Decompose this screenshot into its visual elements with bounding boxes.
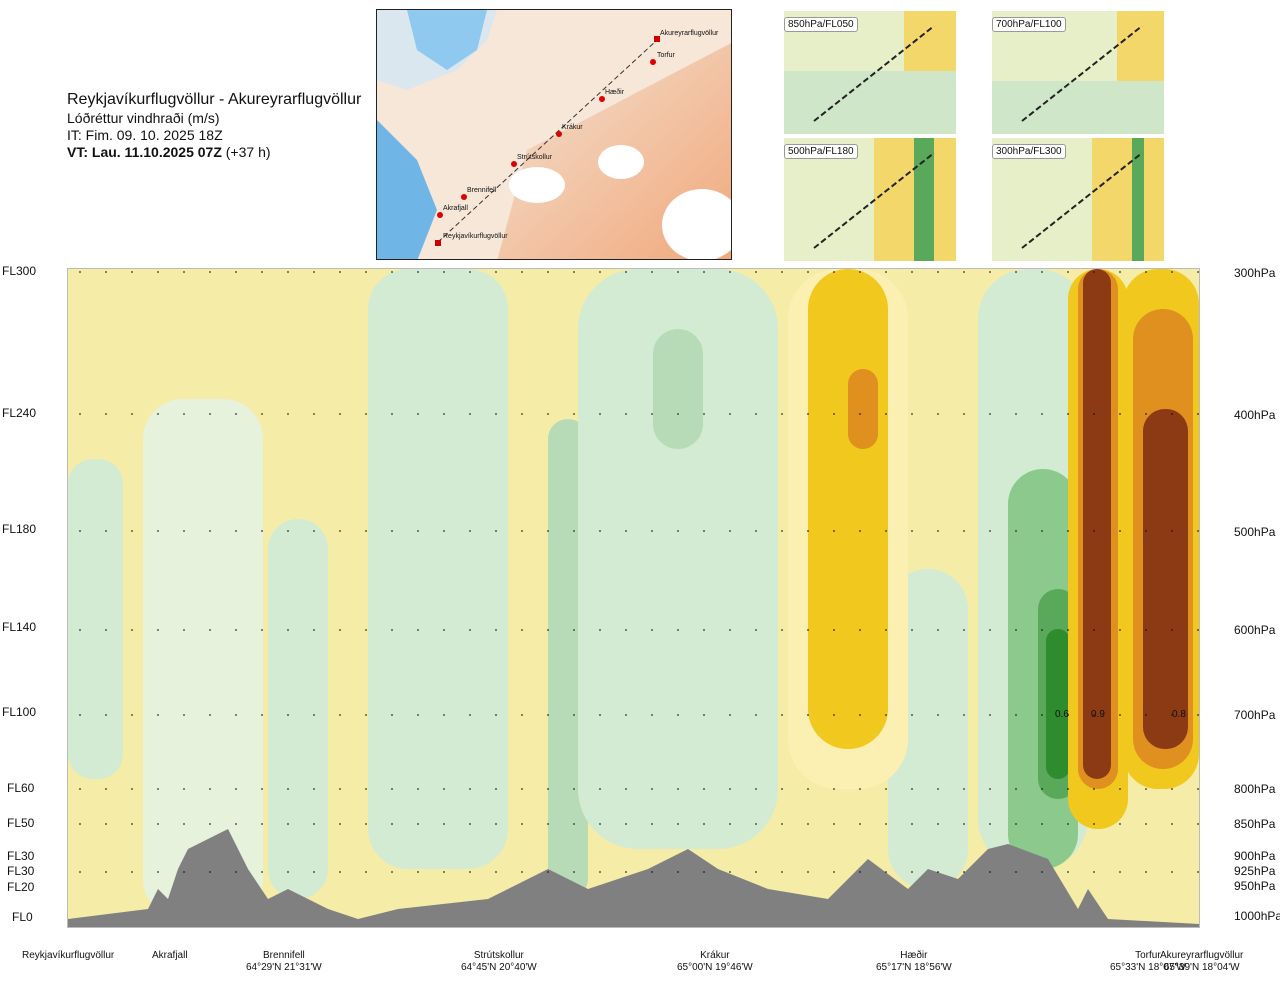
fl-label-300: FL300 (2, 264, 37, 278)
terrain (68, 829, 1199, 927)
station-name: Reykjavíkurflugvöllur (22, 950, 115, 961)
station-coord: 65°39'N 18°04'W (1163, 962, 1240, 973)
variable-label: Lóðréttur vindhraði (m/s) (67, 110, 220, 126)
thumbnail-700-label: 700hPa/FL100 (992, 17, 1066, 32)
contour-labels: 0.6 0.9 0.8 (1055, 709, 1186, 720)
fl-label-140: FL140 (2, 620, 37, 634)
valid-time-offset: (+37 h) (225, 144, 271, 160)
p-label-500: 500hPa (1234, 525, 1276, 539)
map-label-brennifell: Brennifell (467, 187, 497, 194)
station-name: Strútskollur (473, 950, 524, 961)
map-label-torfur: Torfur (657, 52, 676, 59)
contour-label-c: 0.8 (1172, 709, 1186, 720)
station-coord: 65°00'N 19°46'W (677, 962, 753, 973)
thumbnail-850-label: 850hPa/FL050 (784, 17, 858, 32)
map-label-akrafjall: Akrafjall (443, 205, 468, 212)
station-name: Hæðir (900, 950, 928, 961)
station-coord: 64°45'N 20°40'W (461, 962, 537, 973)
thumbnail-500-svg (784, 138, 956, 261)
haedir-marker (599, 96, 605, 102)
station-coord: 64°29'N 21°31'W (246, 962, 322, 973)
map-place-labels: Akureyrarflugvöllur Torfur Hæðir Krákur … (443, 30, 719, 240)
upward-bands (788, 269, 1199, 829)
fl-label-240: FL240 (2, 406, 37, 420)
wind-barb-rows (53, 271, 1199, 873)
akrafjall-marker (437, 212, 443, 218)
valid-time-bold: VT: Lau. 11.10.2025 07Z (67, 144, 222, 160)
p-label-1000: 1000hPa (1234, 909, 1280, 923)
fl-label-180: FL180 (2, 522, 37, 536)
thumbnail-700[interactable]: 700hPa/FL100 (992, 11, 1164, 134)
map-sea-west (377, 120, 437, 259)
torfur-marker (650, 59, 656, 65)
krakur-marker (556, 131, 562, 137)
station-coord: 65°33'N 18°07'W (1110, 962, 1186, 973)
station-torfur: Torfur 65°33'N 18°07'W (1110, 950, 1186, 974)
route-points (435, 36, 660, 246)
title-block: Reykjavíkurflugvöllur - Akureyrarflugvöl… (67, 90, 361, 161)
valid-time: VT: Lau. 11.10.2025 07Z (+37 h) (67, 144, 361, 161)
station-akureyri: Akureyrarflugvöllur 65°39'N 18°04'W (1160, 950, 1243, 974)
fl-label-50: FL50 (7, 816, 35, 830)
contour-label-a: 0.6 (1055, 709, 1069, 720)
station-name: Akureyrarflugvöllur (1160, 950, 1244, 961)
brennifell-marker (461, 194, 467, 200)
glacier-langjokull (509, 167, 565, 203)
thumbnail-500[interactable]: 500hPa/FL180 (784, 138, 956, 261)
p-label-850: 850hPa (1234, 817, 1276, 831)
akureyri-marker (654, 36, 660, 42)
thumbnail-300[interactable]: 300hPa/FL300 (992, 138, 1164, 261)
init-time: IT: Fim. 09. 10. 2025 18Z (67, 127, 223, 143)
p-label-600: 600hPa (1234, 623, 1276, 637)
map-sea-north (407, 10, 487, 70)
p-label-925: 925hPa (1234, 864, 1276, 878)
station-coord: 65°17'N 18°56'W (876, 962, 952, 973)
station-name: Akrafjall (152, 950, 188, 961)
route-line (437, 40, 657, 243)
map-label-krakur: Krákur (562, 124, 583, 131)
fl-label-30b: FL30 (7, 864, 35, 878)
station-name: Torfur (1135, 950, 1161, 961)
downward-bands (68, 269, 1088, 919)
p-label-300: 300hPa (1234, 266, 1276, 280)
fl-label-60: FL60 (7, 781, 35, 795)
glacier-vatnajokull (662, 189, 731, 259)
station-krakur: Krákur 65°00'N 19°46'W (677, 950, 753, 974)
map-label-haedir: Hæðir (605, 88, 625, 96)
cross-section-plot: 0.6 0.9 0.8 (53, 268, 1200, 928)
station-haedir: Hæðir 65°17'N 18°56'W (876, 950, 952, 974)
reykjavik-marker (435, 240, 441, 246)
fl-label-0: FL0 (12, 910, 33, 924)
route-map-svg: Akureyrarflugvöllur Torfur Hæðir Krákur … (377, 10, 731, 259)
glacier-hofsjokull (598, 145, 644, 179)
p-label-800: 800hPa (1234, 782, 1276, 796)
p-label-950: 950hPa (1234, 879, 1276, 893)
fl-label-20: FL20 (7, 880, 35, 894)
thumbnail-700-svg (992, 11, 1164, 134)
station-name: Brennifell (263, 950, 305, 961)
station-brennifell: Brennifell 64°29'N 21°31'W (246, 950, 322, 974)
map-label-akureyri: Akureyrarflugvöllur (660, 30, 719, 37)
route-title: Reykjavíkurflugvöllur - Akureyrarflugvöl… (67, 91, 362, 108)
fl-label-30a: FL30 (7, 849, 35, 863)
thumbnail-850[interactable]: 850hPa/FL050 (784, 11, 956, 134)
map-label-reykjavik: Reykjavíkurflugvöllur (443, 233, 508, 240)
p-label-700: 700hPa (1234, 708, 1276, 722)
station-akrafjall: Akrafjall (152, 950, 188, 962)
route-map: Akureyrarflugvöllur Torfur Hæðir Krákur … (376, 9, 732, 260)
thumbnail-500-label: 500hPa/FL180 (784, 144, 858, 159)
station-reykjavik: Reykjavíkurflugvöllur (22, 950, 114, 962)
map-label-strutskollur: Strútskollur (517, 154, 553, 161)
thumbnail-300-label: 300hPa/FL300 (992, 144, 1066, 159)
fl-label-100: FL100 (2, 705, 37, 719)
contour-label-b: 0.9 (1091, 709, 1105, 720)
station-name: Krákur (700, 950, 730, 961)
p-label-900: 900hPa (1234, 849, 1276, 863)
station-strutskollur: Strútskollur 64°45'N 20°40'W (461, 950, 537, 974)
strutskollur-marker (511, 161, 517, 167)
cross-section-svg: 0.6 0.9 0.8 (53, 269, 1199, 927)
p-label-400: 400hPa (1234, 408, 1276, 422)
